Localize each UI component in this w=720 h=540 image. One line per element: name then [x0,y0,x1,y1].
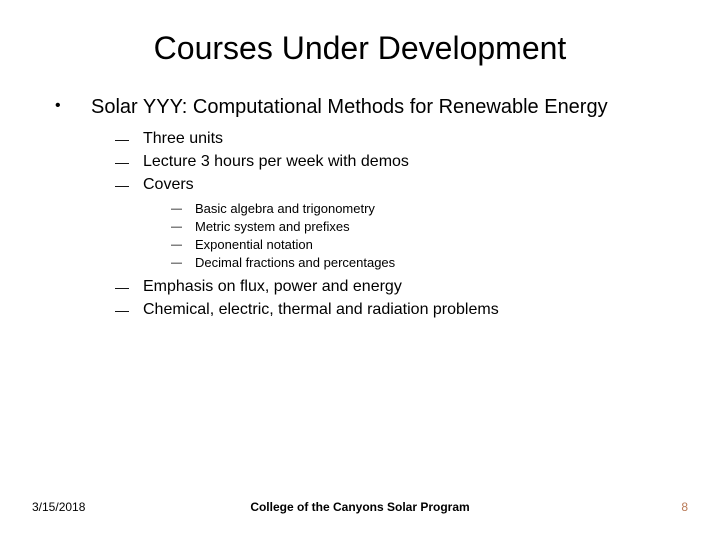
bullet-text: Three units [143,129,223,149]
bullet-dot-icon: • [55,95,91,117]
bullet-dash-icon: — [171,219,195,235]
bullet-level-3: — Metric system and prefixes [171,219,680,235]
bullet-dash-icon: — [115,175,143,195]
bullet-level-1: • Solar YYY: Computational Methods for R… [55,95,680,119]
bullet-level-3: — Decimal fractions and percentages [171,255,680,271]
footer-center: College of the Canyons Solar Program [0,500,720,514]
bullet-level-2: — Three units [115,129,680,149]
bullet-text: Metric system and prefixes [195,219,350,235]
bullet-text: Exponential notation [195,237,313,253]
bullet-level-3: — Exponential notation [171,237,680,253]
bullet-level-2: — Lecture 3 hours per week with demos [115,152,680,172]
bullet-dash-icon: — [115,300,143,320]
slide-content: • Solar YYY: Computational Methods for R… [55,95,680,323]
bullet-dash-icon: — [115,152,143,172]
bullet-level-3: — Basic algebra and trigonometry [171,201,680,217]
level-2-group: — Three units — Lecture 3 hours per week… [115,129,680,320]
slide-title: Courses Under Development [0,30,720,67]
bullet-dash-icon: — [171,237,195,253]
bullet-text: Decimal fractions and percentages [195,255,395,271]
bullet-level-2: — Covers [115,175,680,195]
slide: Courses Under Development • Solar YYY: C… [0,0,720,540]
bullet-text: Lecture 3 hours per week with demos [143,152,409,172]
bullet-dash-icon: — [171,201,195,217]
level-3-group: — Basic algebra and trigonometry — Metri… [171,201,680,271]
bullet-text: Basic algebra and trigonometry [195,201,375,217]
bullet-text: Covers [143,175,194,195]
bullet-dash-icon: — [171,255,195,271]
bullet-level-2: — Chemical, electric, thermal and radiat… [115,300,680,320]
bullet-dash-icon: — [115,129,143,149]
bullet-text: Solar YYY: Computational Methods for Ren… [91,95,608,119]
bullet-level-2: — Emphasis on flux, power and energy [115,277,680,297]
slide-footer: 3/15/2018 College of the Canyons Solar P… [0,500,720,518]
bullet-text: Emphasis on flux, power and energy [143,277,402,297]
footer-page-number: 8 [681,500,688,514]
bullet-dash-icon: — [115,277,143,297]
bullet-text: Chemical, electric, thermal and radiatio… [143,300,499,320]
